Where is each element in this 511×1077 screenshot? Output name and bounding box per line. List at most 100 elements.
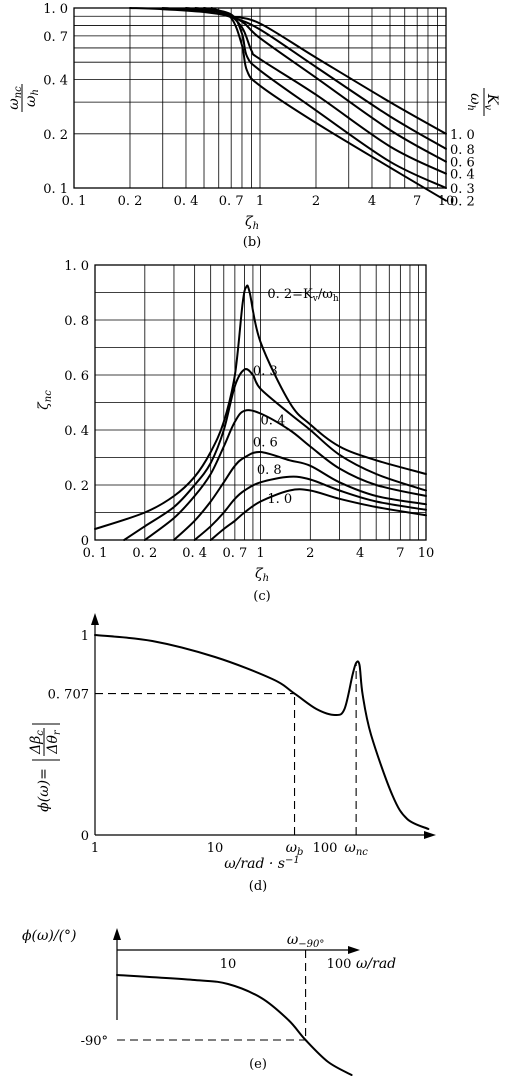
chart-e-x-tick: 10: [220, 957, 237, 972]
chart-c-x-tick: 4: [356, 546, 364, 561]
chart-e-x-axis-arrow: [348, 946, 360, 954]
chart-d-y-tick: 1: [81, 629, 89, 644]
chart-b-x-tick: 0. 4: [174, 194, 199, 209]
chart-b-y-tick: 0. 7: [43, 30, 68, 45]
chart-c-curve-4: [193, 475, 427, 541]
chart-c-x-tick: 1: [256, 546, 264, 561]
chart-c-frame: [94, 264, 427, 541]
chart-b-curve-0: [129, 7, 447, 135]
chart-d-y-axis-arrow: [91, 613, 99, 625]
chart-b-omega-ratio-vs-zeta: 0. 1 0. 2 0. 4 0. 7 1 2 4 7 10 1. 00. 70. 40. 20…: [6, 2, 500, 250]
chart-e-x-axis-label: ω/rad: [356, 956, 396, 972]
chart-d-y-tick: 0. 707: [48, 688, 89, 703]
chart-e-y-axis-arrow: [113, 928, 121, 940]
chart-b-series-label: 0. 2: [450, 195, 475, 210]
chart-e-caption: (e): [249, 1057, 267, 1072]
chart-b-y-tick-labels: 1. 0 0. 7 0. 4 0. 2 0. 1: [43, 2, 68, 197]
chart-c-x-tick-labels: 0. 1 0. 2 0. 4 0. 7 1 2 4 7 10: [83, 546, 435, 561]
chart-e-y-axis-label: ϕ(ω)/(°): [22, 928, 77, 944]
chart-c-y-tick: 0. 8: [64, 314, 89, 329]
chart-c-curve-5: [209, 488, 427, 541]
chart-d-x-tick: 100: [313, 841, 338, 856]
chart-c-y-tick-labels: 1. 0 0. 8 0. 6 0. 4 0. 2 0: [64, 259, 89, 549]
chart-e-marker-label: ω−90°: [287, 932, 325, 950]
chart-b-x-tick: 4: [368, 194, 376, 209]
chart-b-series-labels: 1. 00. 80. 60. 40. 30. 2: [450, 128, 475, 210]
chart-b-curve-4: [203, 7, 447, 189]
chart-c-curves: [94, 284, 427, 541]
chart-d-curves: [94, 634, 430, 830]
chart-c-grid: [94, 264, 427, 541]
chart-c-series-label: 0. 6: [253, 436, 278, 451]
chart-d-magnitude-response: 1 10 100 1 0. 707 0 ωb ωnc ϕ(ω)= Δβc Δθr ω/ra…: [28, 613, 436, 894]
chart-c-curve-0: [94, 284, 427, 530]
chart-c-y-tick: 0. 6: [64, 369, 89, 384]
chart-d-marker-label: ωb: [286, 840, 304, 858]
chart-d-x-tick: 10: [207, 841, 224, 856]
chart-b-series-label: 0. 4: [450, 168, 475, 183]
chart-c-zeta-nc-vs-zeta: 0. 1 0. 2 0. 4 0. 7 1 2 4 7 10 1. 0 0. 8 0. 6 0. 4 0…: [36, 259, 434, 604]
chart-b-series-label: 0. 3: [450, 182, 475, 197]
chart-d-x-axis-label: ω/rad · s−1: [224, 855, 299, 872]
chart-c-x-tick: 0. 1: [83, 546, 108, 561]
chart-b-caption: (b): [243, 235, 261, 250]
chart-c-series-label: 1. 0: [267, 492, 292, 507]
svg-text:ωnc: ωnc: [6, 86, 24, 110]
svg-text:ωh: ωh: [23, 89, 41, 107]
svg-text:Kv: Kv: [482, 93, 500, 110]
chart-b-x-tick: 10: [438, 194, 455, 209]
svg-text:Δθr: Δθr: [45, 729, 63, 755]
chart-d-guide-lines: [95, 663, 357, 835]
chart-c-x-tick: 0. 7: [222, 546, 247, 561]
chart-b-series-label: 0. 8: [450, 143, 475, 158]
chart-d-marker-label: ωnc: [344, 840, 368, 858]
chart-d-curve: [94, 634, 430, 830]
chart-b-right-axis-label: Kv ωh: [465, 88, 500, 116]
chart-b-x-tick: 7: [413, 194, 421, 209]
chart-c-x-tick: 2: [306, 546, 314, 561]
chart-c-y-tick: 1. 0: [64, 259, 89, 274]
chart-b-x-axis-label: ζh: [245, 214, 259, 232]
chart-c-x-tick: 7: [396, 546, 404, 561]
chart-c-y-tick: 0. 2: [64, 479, 89, 494]
chart-d-frequency-markers: ωb ωnc: [286, 840, 369, 858]
chart-b-y-tick: 0. 1: [43, 182, 68, 197]
chart-c-x-tick: 10: [418, 546, 435, 561]
chart-e-phase-response: 10 100 -90° ω−90° ϕ(ω)/(°) ω/rad (e): [22, 928, 396, 1076]
chart-b-curve-3: [194, 7, 447, 175]
chart-e-y-tick-labels: -90°: [81, 1034, 108, 1049]
chart-b-frame: [73, 7, 447, 189]
chart-c-series-label: 0. 2=Kv/ωh: [267, 287, 339, 304]
chart-e-frequency-markers: ω−90°: [287, 932, 325, 950]
chart-c-series-label: 0. 4: [261, 414, 286, 429]
chart-d-x-tick-labels: 1 10 100: [91, 841, 338, 856]
chart-b-curve-5: [210, 7, 447, 202]
chart-d-caption: (d): [249, 879, 267, 894]
chart-c-series-label: 0. 3: [253, 364, 278, 379]
chart-d-y-tick: 0: [81, 829, 89, 844]
chart-b-curves: [129, 7, 447, 202]
chart-b-x-tick: 0. 1: [62, 194, 87, 209]
chart-b-series-label: 0. 6: [450, 156, 475, 171]
svg-text:Δβc: Δβc: [28, 730, 46, 755]
chart-c-series-label: 0. 8: [257, 463, 282, 478]
chart-c-caption: (c): [253, 589, 270, 604]
chart-c-x-axis-label: ζh: [255, 566, 269, 584]
chart-d-y-axis-label: ϕ(ω)= Δβc Δθr: [28, 723, 63, 812]
chart-c-y-axis-label: ζnc: [36, 390, 54, 410]
chart-b-curve-1: [161, 7, 447, 150]
chart-d-x-axis-arrow: [424, 831, 436, 839]
chart-c-curve-3: [173, 450, 427, 541]
chart-b-x-tick: 1: [256, 194, 264, 209]
chart-c-curve-2: [143, 409, 427, 541]
chart-b-y-tick: 1. 0: [43, 2, 68, 17]
chart-c-x-tick: 0. 2: [132, 546, 157, 561]
chart-c-y-tick: 0. 4: [64, 424, 89, 439]
chart-e-curve: [116, 974, 353, 1076]
svg-text:ωh: ωh: [465, 93, 483, 111]
chart-b-x-tick: 2: [312, 194, 320, 209]
chart-b-x-tick-labels: 0. 1 0. 2 0. 4 0. 7 1 2 4 7 10: [62, 194, 455, 209]
chart-b-series-label: 1. 0: [450, 128, 475, 143]
chart-e-x-tick: 100: [327, 957, 352, 972]
